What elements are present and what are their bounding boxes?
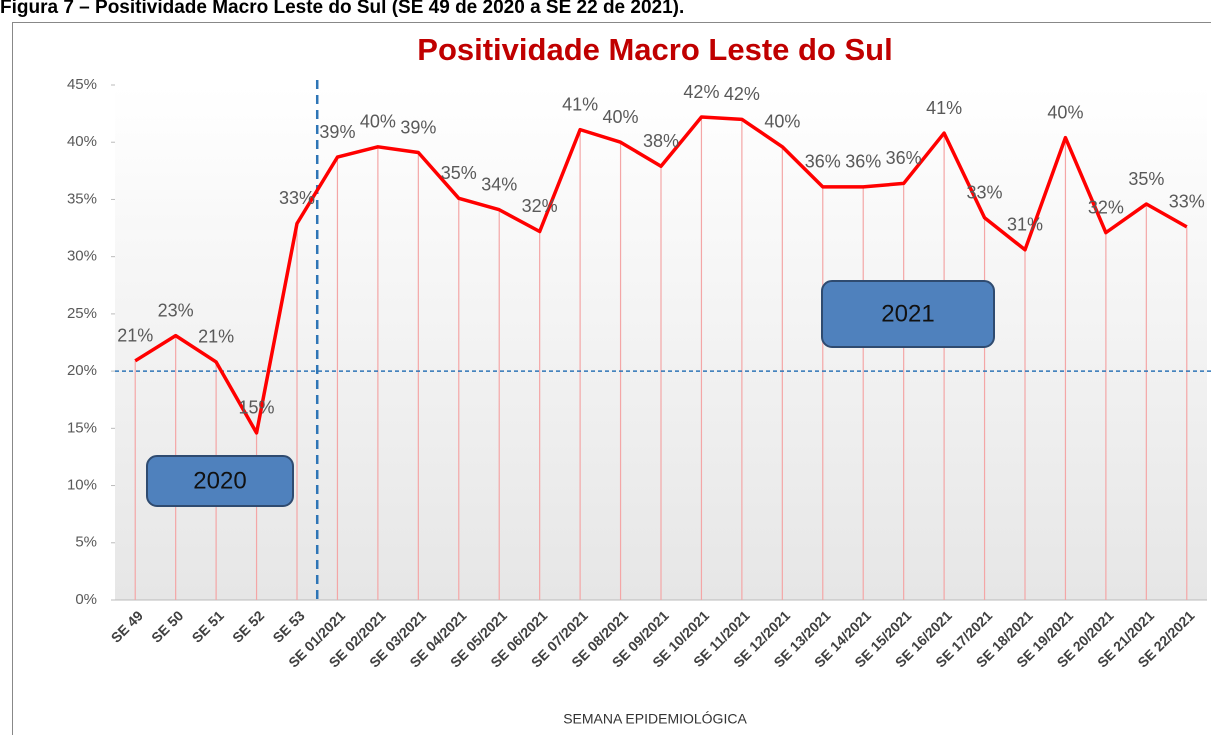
data-line: [134, 115, 1188, 435]
data-label: 40%: [360, 112, 396, 132]
data-label: 35%: [1128, 169, 1164, 189]
data-label: 40%: [603, 107, 639, 127]
y-tick-label: 30%: [67, 248, 97, 265]
data-label: 15%: [239, 398, 275, 418]
data-label: 33%: [279, 188, 315, 208]
y-tick-label: 20%: [67, 362, 97, 379]
data-label: 42%: [724, 84, 760, 104]
y-tick-label: 5%: [75, 534, 97, 551]
data-label: 38%: [643, 131, 679, 151]
y-tick-label: 45%: [67, 76, 97, 93]
data-label: 23%: [158, 300, 194, 320]
data-label: 40%: [1047, 102, 1083, 122]
y-tick-label: 0%: [75, 591, 97, 608]
annotation-label: 2021: [881, 300, 934, 327]
data-label: 42%: [683, 82, 719, 102]
data-label: 36%: [845, 152, 881, 172]
data-label: 36%: [886, 148, 922, 168]
chart-title: Positividade Macro Leste do Sul: [417, 32, 892, 67]
annotation-label: 2020: [193, 467, 246, 494]
y-tick-label: 15%: [67, 419, 97, 436]
data-label: 32%: [1088, 197, 1124, 217]
data-label: 39%: [400, 117, 436, 137]
data-label: 41%: [926, 98, 962, 118]
data-label: 31%: [1007, 215, 1043, 235]
annotation-box: [821, 280, 995, 348]
data-label: 21%: [117, 326, 153, 346]
caption: Figura 7 – Positividade Macro Leste do S…: [0, 0, 684, 18]
data-label: 40%: [764, 112, 800, 132]
data-label: 33%: [967, 183, 1003, 203]
data-label: 32%: [522, 196, 558, 216]
data-label: 33%: [1169, 192, 1205, 212]
data-label: 35%: [441, 163, 477, 183]
data-label: 39%: [319, 122, 355, 142]
data-label: 21%: [198, 327, 234, 347]
data-label: 36%: [805, 152, 841, 172]
y-tick-label: 35%: [67, 190, 97, 207]
y-tick-label: 10%: [67, 477, 97, 494]
data-label: 41%: [562, 94, 598, 114]
y-tick-label: 25%: [67, 305, 97, 322]
x-axis-label: SEMANA EPIDEMIOLÓGICA: [563, 711, 747, 727]
y-tick-label: 40%: [67, 133, 97, 150]
annotation-box: [146, 455, 294, 507]
data-label: 34%: [481, 174, 517, 194]
